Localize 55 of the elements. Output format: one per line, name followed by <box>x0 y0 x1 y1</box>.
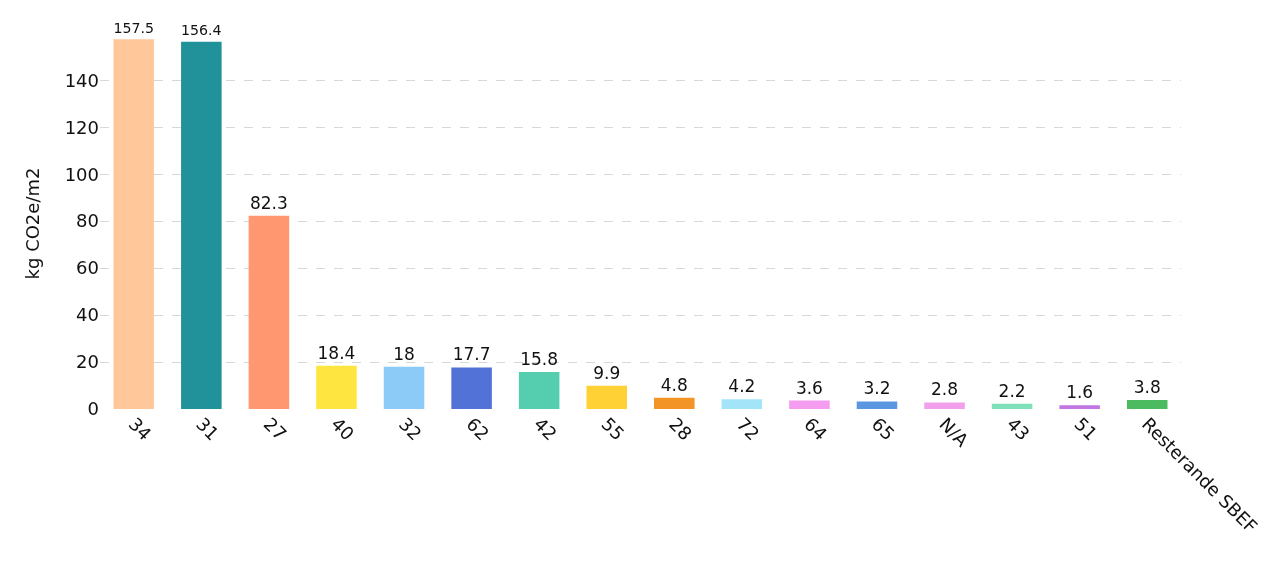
x-tick-label: 32 <box>394 413 426 445</box>
x-tick-label: 55 <box>597 413 629 445</box>
data-label: 3.6 <box>795 377 823 398</box>
x-tick-label: 65 <box>867 413 899 445</box>
data-label: 15.8 <box>520 348 559 369</box>
y-tick-label: 20 <box>76 351 99 373</box>
x-tick-label: 27 <box>259 413 291 445</box>
bar <box>1126 400 1168 409</box>
x-tick-label: 72 <box>732 413 764 445</box>
data-label: 2.8 <box>931 379 959 400</box>
data-label: 17.7 <box>452 344 491 365</box>
y-tick-label: 100 <box>64 163 99 185</box>
bar <box>924 402 965 409</box>
data-label: 156.4 <box>181 22 222 39</box>
y-tick-label: 80 <box>76 210 99 232</box>
data-label: 4.2 <box>728 376 756 397</box>
x-tick-label: 34 <box>124 413 156 445</box>
data-label: 157.5 <box>113 19 155 36</box>
data-label: 18 <box>393 343 415 364</box>
data-label: 1.6 <box>1066 382 1094 403</box>
bar <box>991 403 1033 409</box>
data-label: 9.9 <box>593 362 621 383</box>
data-label: 2.2 <box>998 380 1026 401</box>
bar <box>383 366 425 409</box>
x-tick-label: 40 <box>327 413 359 445</box>
y-tick-label: 0 <box>87 398 99 420</box>
x-tick-label: 42 <box>529 413 562 445</box>
y-tick-label: 60 <box>76 257 99 279</box>
bar <box>451 367 492 409</box>
bar <box>518 371 560 409</box>
bar <box>181 41 222 409</box>
y-tick-label: 120 <box>64 116 99 138</box>
data-label: 18.4 <box>317 342 356 363</box>
bar <box>1059 405 1100 409</box>
x-tick-label: 28 <box>665 413 697 445</box>
x-tick-label: 31 <box>192 413 224 445</box>
data-label: 82.3 <box>249 192 288 213</box>
bar <box>789 400 830 409</box>
x-tick-label: 62 <box>462 413 494 445</box>
bar <box>721 399 763 409</box>
data-label: 3.8 <box>1133 377 1161 398</box>
bar <box>316 365 357 409</box>
bar <box>248 215 290 409</box>
data-label: 3.2 <box>863 378 891 399</box>
y-tick-label: 140 <box>64 69 99 91</box>
x-tick-label: 64 <box>800 413 832 445</box>
bar <box>586 385 627 409</box>
bar <box>654 397 695 409</box>
y-tick-label: 40 <box>76 304 99 326</box>
bar <box>856 401 898 409</box>
bar <box>113 39 155 409</box>
data-label: 4.8 <box>660 374 688 395</box>
x-tick-label: 51 <box>1070 413 1102 445</box>
y-axis-title: kg CO2e/m2 <box>21 167 43 280</box>
x-tick-label: 43 <box>1002 413 1034 445</box>
